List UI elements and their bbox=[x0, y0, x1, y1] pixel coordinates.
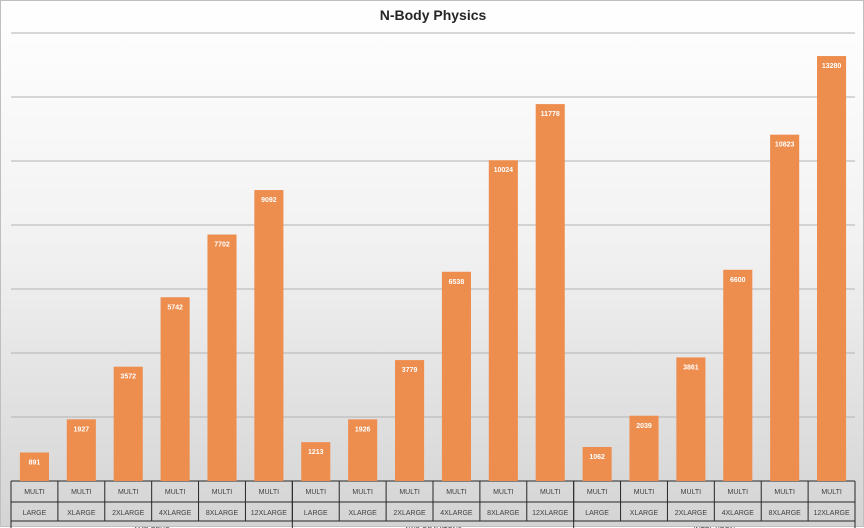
bar bbox=[676, 357, 706, 481]
tick-label: MULTI bbox=[774, 489, 795, 496]
bar bbox=[817, 56, 847, 481]
tick-label: MULTI bbox=[821, 489, 842, 496]
data-label: 2039 bbox=[636, 423, 652, 430]
tick-label: MULTI bbox=[118, 489, 139, 496]
bar bbox=[19, 452, 49, 481]
bar bbox=[441, 271, 471, 481]
tick-label: 4XLARGE bbox=[159, 510, 192, 517]
bar bbox=[66, 419, 96, 481]
tick-label: MULTI bbox=[259, 489, 280, 496]
bar bbox=[160, 297, 190, 481]
tick-label: 2XLARGE bbox=[112, 510, 145, 517]
data-label: 10024 bbox=[494, 167, 514, 174]
bar bbox=[582, 447, 612, 481]
tick-label: LARGE bbox=[23, 510, 47, 517]
bar bbox=[535, 104, 565, 481]
bar bbox=[488, 160, 518, 481]
data-label: 891 bbox=[29, 459, 41, 466]
tick-label: MULTI bbox=[352, 489, 373, 496]
tick-label: MULTI bbox=[446, 489, 467, 496]
tick-label: XLARGE bbox=[348, 510, 377, 517]
data-label: 6600 bbox=[730, 277, 746, 284]
tick-label: MULTI bbox=[493, 489, 514, 496]
data-label: 5742 bbox=[167, 304, 183, 311]
tick-label: 2XLARGE bbox=[675, 510, 708, 517]
bar bbox=[348, 419, 378, 481]
tick-label: 8XLARGE bbox=[769, 510, 802, 517]
tick-label: 12XLARGE bbox=[813, 510, 850, 517]
tick-label: 4XLARGE bbox=[440, 510, 473, 517]
chart-title: N-Body Physics bbox=[379, 7, 487, 23]
tick-label: 8XLARGE bbox=[487, 510, 520, 517]
tick-label: MULTI bbox=[399, 489, 420, 496]
tick-label: MULTI bbox=[212, 489, 233, 496]
tick-label: 2XLARGE bbox=[393, 510, 426, 517]
data-label: 9092 bbox=[261, 197, 277, 204]
tick-label: LARGE bbox=[585, 510, 609, 517]
data-label: 11778 bbox=[541, 111, 560, 118]
tick-label: MULTI bbox=[634, 489, 655, 496]
tick-label: MULTI bbox=[681, 489, 702, 496]
bar bbox=[301, 442, 331, 481]
tick-label: MULTI bbox=[587, 489, 608, 496]
data-label: 7702 bbox=[214, 242, 230, 249]
tick-label: 8XLARGE bbox=[206, 510, 239, 517]
data-label: 3861 bbox=[683, 364, 699, 371]
data-label: 6538 bbox=[449, 279, 465, 286]
bar bbox=[207, 234, 237, 481]
data-label: 13280 bbox=[822, 63, 842, 70]
tick-label: 4XLARGE bbox=[722, 510, 755, 517]
bar bbox=[629, 415, 659, 481]
tick-label: MULTI bbox=[540, 489, 561, 496]
tick-label: MULTI bbox=[728, 489, 749, 496]
data-label: 1926 bbox=[355, 426, 371, 433]
tick-label: XLARGE bbox=[630, 510, 659, 517]
bar bbox=[254, 190, 284, 481]
tick-label: MULTI bbox=[71, 489, 92, 496]
tick-label: XLARGE bbox=[67, 510, 96, 517]
tick-label: MULTI bbox=[306, 489, 327, 496]
bar bbox=[395, 360, 425, 481]
data-label: 1062 bbox=[589, 454, 605, 461]
data-label: 3779 bbox=[402, 367, 418, 374]
tick-label: 12XLARGE bbox=[251, 510, 288, 517]
data-label: 3572 bbox=[120, 374, 136, 381]
bar bbox=[113, 366, 143, 481]
bar bbox=[770, 134, 800, 481]
tick-label: MULTI bbox=[24, 489, 45, 496]
bar bbox=[723, 269, 753, 481]
data-label: 1213 bbox=[308, 449, 324, 456]
tick-label: 12XLARGE bbox=[532, 510, 569, 517]
data-label: 1927 bbox=[74, 426, 90, 433]
tick-label: LARGE bbox=[304, 510, 328, 517]
tick-label: MULTI bbox=[165, 489, 186, 496]
data-label: 10823 bbox=[775, 142, 795, 149]
